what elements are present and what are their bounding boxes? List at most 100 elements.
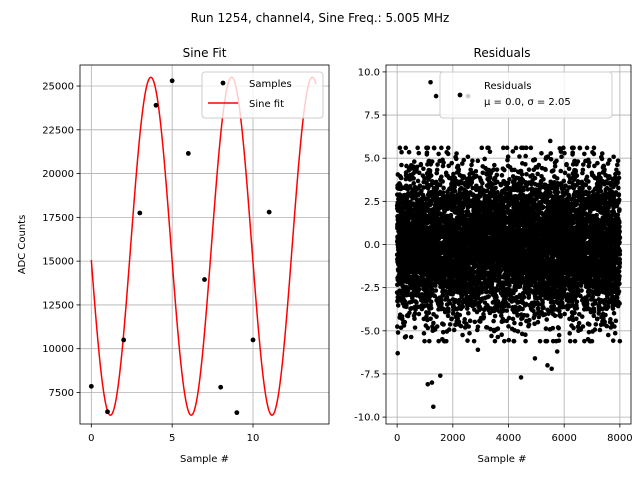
residual-point [446, 327, 452, 332]
residual-point [456, 319, 462, 325]
residual-point [439, 301, 444, 306]
residual-point [511, 338, 517, 344]
sine-fit-marks [88, 76, 317, 417]
residual-point [470, 158, 475, 164]
residual-point [409, 299, 415, 305]
residual-point [447, 322, 453, 327]
residual-point [406, 149, 412, 155]
residual-point [512, 320, 517, 326]
residual-point [417, 183, 423, 189]
residual-point [471, 338, 477, 344]
residual-point [498, 182, 504, 188]
residual-point [407, 183, 413, 189]
residual-point [395, 330, 401, 335]
residual-point [451, 171, 456, 177]
residual-point [524, 313, 530, 318]
residual-point [412, 325, 418, 330]
residual-point [445, 151, 451, 157]
residual-point [443, 338, 449, 344]
residual-point [439, 174, 444, 180]
residual-point [454, 151, 459, 156]
legend-sine-fit-label: Sine fit [249, 99, 284, 110]
residual-point [431, 320, 436, 326]
residual-point [494, 295, 499, 300]
residual-point [480, 180, 485, 186]
residual-point [445, 145, 451, 151]
y-tick-label: 22500 [42, 125, 74, 136]
residual-point [451, 327, 457, 333]
residual-point [489, 333, 494, 339]
residual-point [414, 300, 419, 305]
residual-point [455, 163, 461, 169]
residual-point [416, 311, 422, 317]
residual-point [425, 145, 431, 151]
residual-point [415, 178, 421, 184]
legend-samples-marker [220, 80, 226, 86]
residual-point [506, 303, 511, 309]
x-tick-label: 10 [247, 433, 260, 444]
residual-point [466, 324, 472, 329]
residual-point [513, 145, 519, 151]
residual-point [444, 294, 450, 300]
residual-point [409, 192, 415, 197]
residual-point [440, 190, 446, 195]
residual-point [506, 315, 512, 321]
residual-point [495, 326, 501, 331]
residual-point [397, 145, 403, 151]
residual-point [523, 161, 528, 167]
residual-point [526, 167, 532, 172]
sine-fit-plot-frame [79, 64, 330, 425]
residual-point [440, 179, 445, 184]
residual-point [505, 154, 511, 160]
residual-point [473, 169, 479, 174]
residual-point [440, 329, 446, 335]
residual-point [486, 294, 491, 299]
residual-point [428, 305, 434, 311]
residual-point [403, 145, 409, 151]
residual-point [521, 187, 526, 193]
residual-point [444, 290, 450, 296]
residual-point [422, 338, 427, 344]
residual-point [424, 314, 429, 319]
residual-point [439, 145, 444, 151]
residuals-panel: Residuals 0 2000 4000 6000 8000-10.0-7.5-5.0… [354, 46, 632, 465]
sine-fit-xlabel: Sample # [180, 454, 229, 465]
residual-point [467, 318, 473, 324]
residual-point [453, 156, 459, 162]
residual-point [399, 162, 404, 168]
residual-point [411, 159, 417, 164]
residual-point [491, 318, 496, 324]
residual-point [456, 223, 462, 229]
residual-point [475, 158, 481, 164]
sample-point [169, 78, 175, 84]
residual-point [460, 304, 466, 310]
sample-point [88, 383, 94, 389]
residual-point [507, 283, 512, 288]
residual-point [427, 168, 433, 173]
residual-point [461, 157, 467, 163]
sample-point [105, 409, 110, 415]
residual-point [487, 175, 493, 180]
residual-point [456, 297, 462, 303]
residual-point [429, 159, 435, 164]
residual-point [524, 171, 529, 177]
residual-point [415, 145, 420, 151]
residual-point [523, 338, 528, 344]
residual-point [502, 167, 507, 173]
residual-point [399, 316, 405, 322]
residual-point [453, 298, 458, 303]
residual-point [428, 316, 433, 322]
residual-point [416, 170, 422, 176]
residual-point [437, 182, 443, 188]
residual-point [407, 310, 412, 316]
residual-point [395, 303, 401, 308]
residual-point [440, 293, 446, 298]
sample-point [137, 210, 143, 216]
x-tick-label: 5 [169, 433, 175, 444]
residual-point [428, 173, 434, 178]
residual-point [404, 303, 409, 308]
residual-point [465, 154, 471, 160]
residual-point [504, 145, 510, 151]
residual-point [469, 162, 474, 168]
residual-point [504, 308, 510, 313]
